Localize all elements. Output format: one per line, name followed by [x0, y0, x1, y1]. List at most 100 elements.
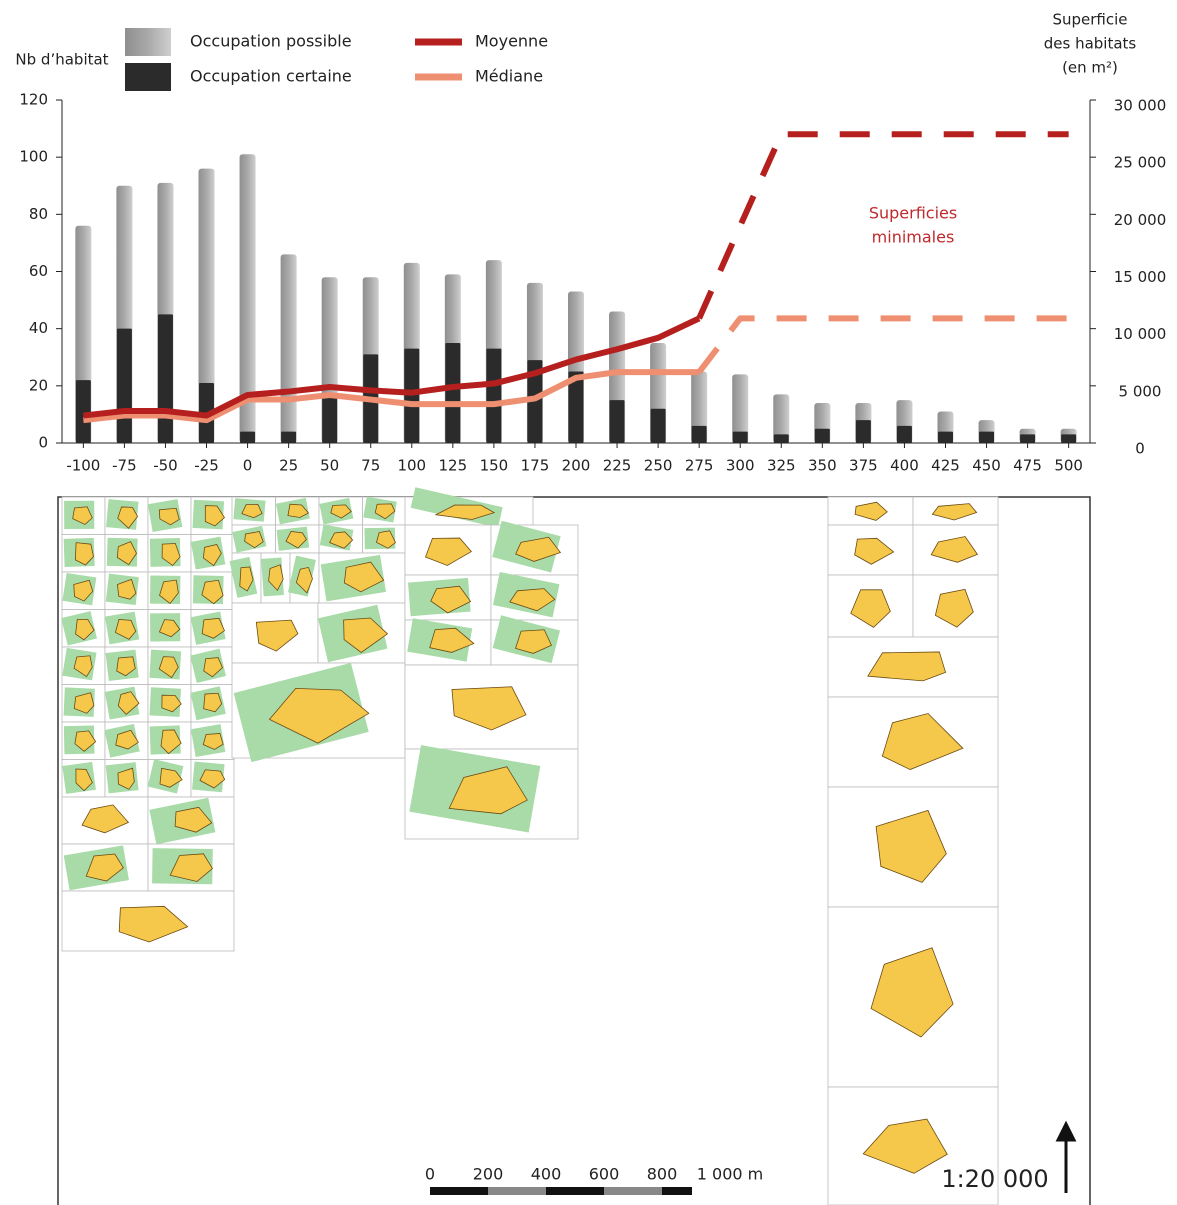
thumbnail-site: [285, 531, 307, 549]
y-tick-label: 80: [29, 205, 48, 223]
x-tick-label: 400: [890, 457, 919, 475]
thumbnail-site: [85, 853, 124, 882]
bar: [240, 431, 256, 443]
legend-swatch: [125, 63, 171, 91]
thumbnail-site: [117, 691, 140, 715]
thumbnail-site: [201, 579, 224, 605]
thumbnail-site: [867, 651, 947, 682]
thumbnail-site: [115, 729, 139, 750]
legend-label: Moyenne: [475, 32, 548, 51]
scale-label: 800: [647, 1165, 678, 1184]
thumbnail-site: [73, 579, 94, 602]
x-tick-label: 450: [972, 457, 1001, 475]
y2-axis-label: des habitats: [1044, 35, 1137, 53]
thumbnail-site: [930, 536, 979, 563]
thumbnail-site: [158, 656, 179, 679]
scale-label: 0: [425, 1165, 435, 1184]
thumbnail-site: [158, 619, 181, 638]
thumbnail-site: [451, 686, 527, 731]
thumbnail-site: [72, 506, 93, 525]
bar: [445, 342, 461, 443]
thumbnail-site: [255, 619, 299, 652]
thumbnail-site: [74, 730, 97, 752]
x-tick-label: 325: [767, 457, 796, 475]
legend-swatch: [125, 28, 171, 56]
scale-label: 400: [531, 1165, 562, 1184]
thumbnail-site: [425, 537, 472, 566]
thumbnail-site: [509, 588, 556, 612]
thumbnail-site: [199, 769, 226, 789]
thumbnail-site: [244, 531, 264, 549]
thumbnail-site: [870, 947, 954, 1038]
thumbnail-site: [862, 1118, 948, 1174]
x-tick-label: 225: [603, 457, 632, 475]
thumbnail-site: [854, 537, 895, 565]
y2-tick-label: 30 000: [1114, 97, 1167, 115]
bar: [280, 254, 297, 443]
bar: [609, 400, 625, 443]
thumbnail-site: [204, 505, 225, 527]
scale-label: 1 000 m: [697, 1165, 763, 1184]
bar: [773, 434, 789, 443]
thumbnail-site: [116, 656, 136, 677]
bar: [404, 348, 420, 443]
thumbnail-site: [239, 566, 254, 592]
bar: [116, 328, 132, 443]
y-tick-label: 120: [19, 91, 48, 109]
x-tick-label: 175: [521, 457, 550, 475]
thumbnail-site: [268, 564, 284, 592]
thumbnail-site: [875, 809, 947, 883]
x-tick-label: 0: [243, 457, 253, 475]
thumbnail-site: [931, 503, 978, 521]
thumbnail-site: [434, 504, 496, 520]
bar: [75, 380, 91, 443]
thumbnail-site: [429, 627, 475, 653]
thumbnail-site: [174, 806, 213, 833]
thumbnail-site: [202, 733, 224, 750]
y2-axis-label: (en m²): [1062, 59, 1118, 77]
x-tick-label: 275: [685, 457, 714, 475]
thumbnail-site: [330, 504, 352, 519]
thumbnail-site: [934, 588, 974, 628]
scale-segment: [662, 1187, 692, 1195]
bar: [855, 420, 871, 443]
y2-tick-label: 15 000: [1114, 268, 1167, 286]
thumbnail-site: [74, 542, 94, 566]
y2-axis-label: Superficie: [1052, 11, 1127, 29]
bar: [486, 348, 502, 443]
bar: [732, 374, 749, 443]
scale-bar: 0 200 400 600 800 1 000 m: [425, 1165, 763, 1195]
x-tick-label: 500: [1054, 457, 1083, 475]
x-tick-label: -100: [66, 457, 100, 475]
map-thumbnails: [61, 487, 999, 1205]
thumbnail-site: [73, 692, 95, 714]
y-tick-label: 0: [38, 434, 48, 452]
x-tick-label: 350: [808, 457, 837, 475]
x-tick-label: 425: [931, 457, 960, 475]
scale-segment: [430, 1187, 488, 1195]
x-tick-label: 25: [279, 457, 298, 475]
y2-tick-label: 20 000: [1114, 211, 1167, 229]
scale-segment: [546, 1187, 604, 1195]
x-tick-label: 150: [480, 457, 509, 475]
thumbnail-site: [116, 541, 137, 566]
y2-tick-label: 0: [1135, 440, 1145, 458]
x-tick-label: 475: [1013, 457, 1042, 475]
bar: [527, 360, 543, 443]
thumbnail-site: [295, 566, 313, 594]
bar: [281, 431, 297, 443]
y-tick-label: 100: [19, 148, 48, 166]
legend-label: Médiane: [475, 67, 543, 86]
y-axis-label: Nb d’habitat: [15, 51, 108, 69]
x-tick-label: 200: [562, 457, 591, 475]
thumbnail-site: [854, 501, 888, 521]
thumbnail-site: [881, 713, 964, 770]
thumbnail-site: [203, 657, 223, 678]
scale-segment: [488, 1187, 546, 1195]
thumbnail-site: [117, 506, 139, 529]
scale-label: 200: [473, 1165, 504, 1184]
legend-label: Occupation possible: [190, 32, 352, 51]
bar: [814, 428, 830, 443]
thumbnail-site: [114, 619, 137, 640]
